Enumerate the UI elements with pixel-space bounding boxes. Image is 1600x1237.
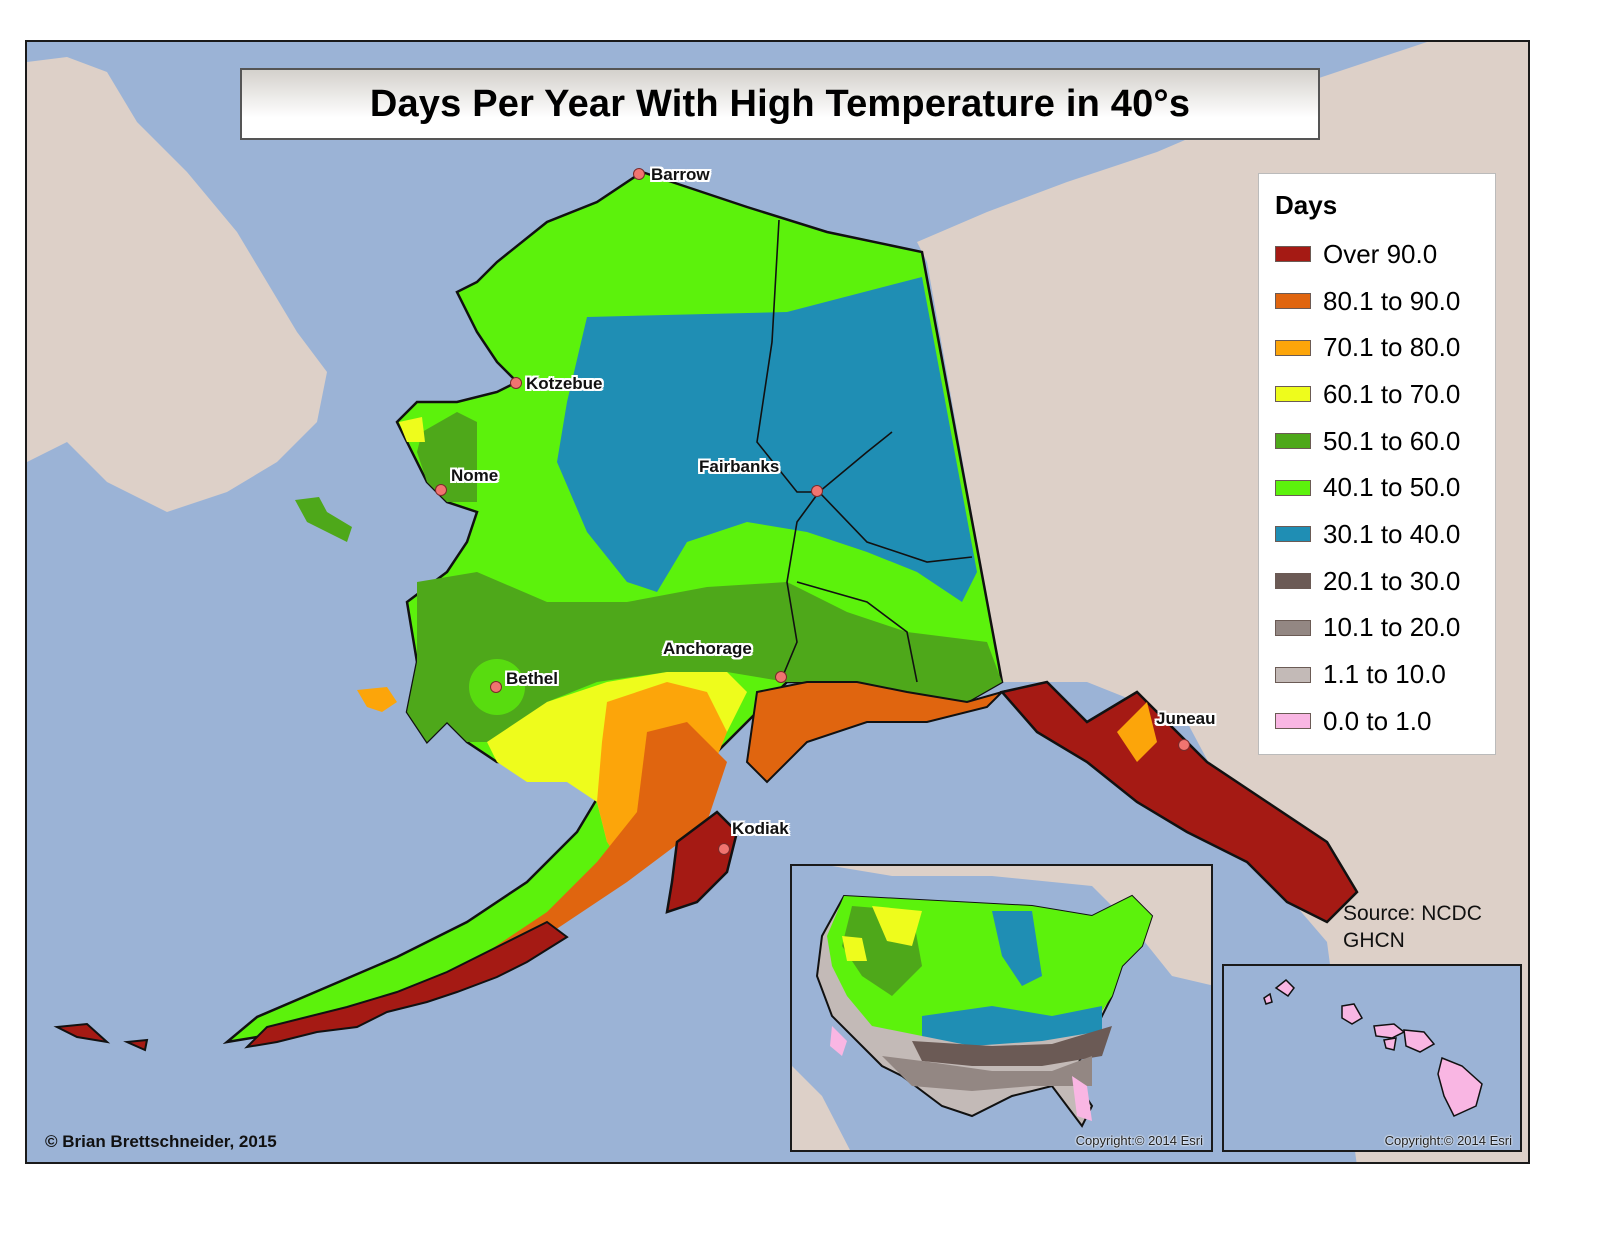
legend-swatch <box>1275 293 1311 310</box>
city-juneau[interactable]: Juneau <box>1156 709 1216 751</box>
city-anchorage[interactable]: Anchorage <box>663 639 787 683</box>
russia-landmass <box>27 57 327 512</box>
legend-swatch <box>1275 619 1311 636</box>
legend-label: 20.1 to 30.0 <box>1323 565 1461 596</box>
city-label: Barrow <box>651 165 710 184</box>
legend-item: 60.1 to 70.0 <box>1275 371 1495 418</box>
legend-item: 10.1 to 20.0 <box>1275 605 1495 652</box>
city-marker-icon <box>1178 739 1190 751</box>
legend-label: 60.1 to 70.0 <box>1323 378 1461 409</box>
legend-label: Over 90.0 <box>1323 238 1438 269</box>
conus-copyright: Copyright:© 2014 Esri <box>1075 1133 1203 1148</box>
hawaii-copyright: Copyright:© 2014 Esri <box>1384 1133 1512 1148</box>
legend-label: 1.1 to 10.0 <box>1323 659 1446 690</box>
city-label: Kotzebue <box>526 374 603 393</box>
legend-label: 30.1 to 40.0 <box>1323 518 1461 549</box>
city-marker-icon <box>633 168 645 180</box>
source-line: GHCN <box>1343 929 1405 952</box>
city-barrow[interactable]: Barrow <box>633 165 710 184</box>
legend-item: 70.1 to 80.0 <box>1275 324 1495 371</box>
legend-swatch <box>1275 479 1311 496</box>
hawaii-map <box>1224 966 1520 1150</box>
legend-item: 0.0 to 1.0 <box>1275 698 1495 745</box>
city-label: Anchorage <box>663 639 752 658</box>
legend-title: Days <box>1275 190 1338 220</box>
city-label: Bethel <box>506 669 558 688</box>
author-credit: © Brian Brettschneider, 2015 <box>45 1132 277 1151</box>
legend-item: 20.1 to 30.0 <box>1275 558 1495 605</box>
city-marker-icon <box>435 484 447 496</box>
legend-label: 10.1 to 20.0 <box>1323 612 1461 643</box>
legend-swatch <box>1275 386 1311 403</box>
map-title: Days Per Year With High Temperature in 4… <box>369 82 1191 125</box>
legend-item: 50.1 to 60.0 <box>1275 418 1495 465</box>
city-label: Juneau <box>1156 709 1216 728</box>
legend: Days Over 90.0 80.1 to 90.0 70.1 to 80.0… <box>1258 173 1496 755</box>
city-bethel[interactable]: Bethel <box>490 669 558 693</box>
legend-swatch <box>1275 433 1311 450</box>
city-marker-icon <box>510 377 522 389</box>
conus-map <box>792 866 1211 1150</box>
legend-item: 30.1 to 40.0 <box>1275 511 1495 558</box>
city-marker-icon <box>811 485 823 497</box>
city-label: Kodiak <box>732 819 789 838</box>
legend-swatch <box>1275 526 1311 543</box>
city-kodiak[interactable]: Kodiak <box>718 819 789 855</box>
legend-swatch <box>1275 339 1311 356</box>
legend-label: 0.0 to 1.0 <box>1323 705 1432 736</box>
legend-label: 40.1 to 50.0 <box>1323 472 1461 503</box>
legend-label: 80.1 to 90.0 <box>1323 285 1461 316</box>
legend-item: 1.1 to 10.0 <box>1275 651 1495 698</box>
legend-swatch <box>1275 246 1311 263</box>
legend-label: 70.1 to 80.0 <box>1323 332 1461 363</box>
city-marker-icon <box>718 843 730 855</box>
legend-swatch <box>1275 666 1311 683</box>
source-note: Source: NCDC GHCN <box>1343 900 1482 954</box>
legend-item: 80.1 to 90.0 <box>1275 278 1495 325</box>
legend-item: 40.1 to 50.0 <box>1275 464 1495 511</box>
city-label: Nome <box>451 466 499 485</box>
map-title-box: Days Per Year With High Temperature in 4… <box>240 68 1320 140</box>
city-marker-icon <box>775 671 787 683</box>
legend-label: 50.1 to 60.0 <box>1323 425 1461 456</box>
city-kotzebue[interactable]: Kotzebue <box>510 374 603 393</box>
city-label: Fairbanks <box>699 457 780 476</box>
city-fairbanks[interactable]: Fairbanks <box>699 457 823 497</box>
city-nome[interactable]: Nome <box>435 466 498 496</box>
legend-item: Over 90.0 <box>1275 231 1495 278</box>
hawaii-inset: Copyright:© 2014 Esri <box>1222 964 1522 1152</box>
city-marker-icon <box>490 681 502 693</box>
legend-swatch <box>1275 713 1311 730</box>
source-line: Source: NCDC <box>1343 902 1482 925</box>
conus-inset: Copyright:© 2014 Esri <box>790 864 1213 1152</box>
map-frame: Days Per Year With High Temperature in 4… <box>25 40 1530 1164</box>
legend-swatch <box>1275 573 1311 590</box>
